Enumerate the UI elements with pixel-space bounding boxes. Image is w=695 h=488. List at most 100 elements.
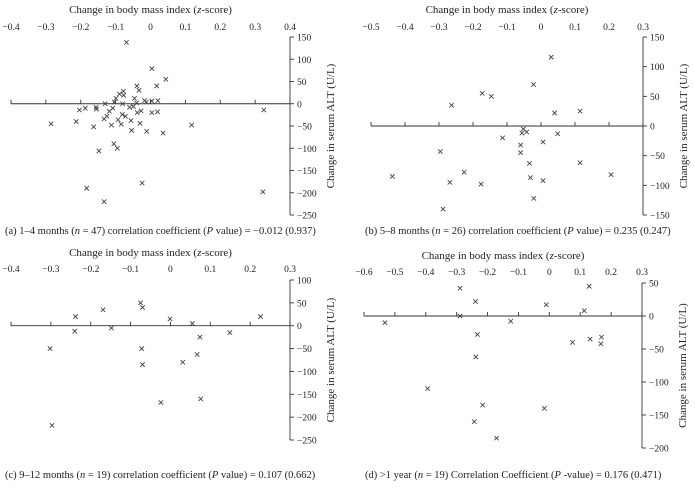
data-point bbox=[129, 127, 135, 133]
y-tick-label: 0 bbox=[649, 313, 654, 323]
data-point bbox=[473, 354, 479, 360]
x-tick-label: −0.4 bbox=[2, 23, 19, 33]
x-tick-label: −0.3 bbox=[37, 23, 54, 33]
y-tick-label: 0 bbox=[650, 123, 655, 133]
data-point bbox=[100, 307, 106, 313]
data-point bbox=[261, 107, 267, 113]
x-tick-label: −0.5 bbox=[362, 23, 379, 33]
panel-caption: (d) >1 year (n = 19) Correlation Coeffic… bbox=[365, 470, 662, 481]
data-point bbox=[149, 110, 155, 116]
y-tick-label: −250 bbox=[297, 437, 317, 447]
data-point bbox=[49, 422, 55, 428]
data-point bbox=[122, 113, 128, 119]
x-tick-label: −0.3 bbox=[430, 23, 447, 33]
data-point bbox=[131, 95, 137, 101]
data-point bbox=[139, 346, 145, 352]
data-point bbox=[227, 330, 233, 336]
data-point bbox=[425, 386, 431, 392]
y-tick-label: 50 bbox=[649, 280, 659, 290]
x-tick-label: 0.3 bbox=[284, 265, 296, 275]
data-point bbox=[382, 320, 388, 326]
y-tick-label: 150 bbox=[297, 34, 312, 44]
x-tick-label: 0 bbox=[539, 23, 544, 33]
data-point bbox=[137, 120, 143, 126]
data-point bbox=[437, 148, 443, 155]
data-point bbox=[155, 98, 161, 104]
y-tick-label: −50 bbox=[297, 345, 312, 355]
data-point bbox=[198, 396, 204, 402]
data-point bbox=[93, 104, 99, 110]
data-point bbox=[479, 90, 485, 96]
data-point bbox=[552, 110, 558, 116]
data-point bbox=[101, 116, 107, 122]
y-tick-label: −100 bbox=[650, 182, 670, 192]
data-point bbox=[115, 117, 121, 123]
x-axis-title: Change in body mass index (z-score) bbox=[69, 4, 232, 16]
y-tick-label: 150 bbox=[650, 34, 665, 44]
data-point bbox=[114, 145, 120, 151]
y-tick-label: −150 bbox=[297, 167, 317, 177]
x-tick-label: 0.4 bbox=[284, 23, 296, 33]
data-point bbox=[127, 104, 133, 110]
data-point bbox=[136, 87, 142, 93]
x-tick-label: −0.3 bbox=[42, 265, 59, 275]
data-point bbox=[527, 175, 533, 181]
data-point bbox=[189, 122, 195, 128]
data-point bbox=[82, 105, 88, 111]
data-point bbox=[96, 148, 102, 154]
x-tick-label: 0.3 bbox=[637, 23, 649, 33]
y-tick-label: 0 bbox=[297, 100, 302, 110]
panel-caption: (b) 5–8 months (n = 26) correlation coef… bbox=[365, 226, 671, 237]
data-point bbox=[474, 331, 480, 337]
data-point bbox=[180, 359, 186, 365]
data-point bbox=[113, 95, 119, 101]
x-axis-title: Change in body mass index (z-score) bbox=[426, 4, 589, 16]
data-point bbox=[106, 108, 112, 114]
data-point bbox=[139, 180, 145, 186]
x-tick-label: −0.1 bbox=[107, 23, 124, 33]
y-tick-label: −50 bbox=[650, 152, 665, 162]
data-point bbox=[457, 285, 463, 291]
panel-caption: (c) 9–12 months (n = 19) correlation coe… bbox=[5, 470, 316, 481]
data-point bbox=[189, 320, 195, 326]
data-point bbox=[108, 122, 114, 128]
data-point bbox=[540, 178, 546, 184]
data-point bbox=[160, 130, 166, 136]
x-tick-label: −0.1 bbox=[498, 23, 515, 33]
data-point bbox=[457, 313, 463, 319]
data-point bbox=[586, 283, 592, 289]
data-point bbox=[449, 102, 455, 108]
data-point bbox=[518, 142, 524, 148]
data-point bbox=[577, 108, 583, 114]
y-tick-label: −200 bbox=[297, 189, 317, 199]
x-tick-label: −0.6 bbox=[355, 268, 372, 278]
x-tick-label: −0.3 bbox=[448, 268, 465, 278]
y-tick-label: −50 bbox=[297, 123, 312, 133]
x-tick-label: −0.5 bbox=[386, 268, 403, 278]
data-point bbox=[91, 124, 97, 130]
x-tick-label: 0 bbox=[168, 265, 173, 275]
x-tick-label: −0.4 bbox=[417, 268, 434, 278]
x-tick-label: 0.3 bbox=[636, 268, 648, 278]
data-point bbox=[108, 325, 114, 331]
y-tick-label: 50 bbox=[297, 299, 307, 309]
data-point bbox=[138, 300, 144, 306]
y-axis-title: Change in serum ALT (U/L) bbox=[325, 297, 337, 422]
y-tick-label: −150 bbox=[649, 412, 669, 422]
data-point bbox=[508, 318, 514, 324]
data-point bbox=[500, 135, 506, 141]
data-point bbox=[93, 106, 99, 112]
data-point bbox=[140, 362, 146, 368]
x-tick-label: 0.1 bbox=[179, 23, 191, 33]
data-point bbox=[149, 98, 155, 104]
data-point bbox=[163, 76, 169, 82]
data-point bbox=[140, 304, 146, 310]
x-tick-label: −0.2 bbox=[464, 23, 481, 33]
data-point bbox=[197, 334, 203, 340]
x-tick-label: 0.1 bbox=[204, 265, 216, 275]
x-tick-label: 0.1 bbox=[569, 23, 581, 33]
data-point bbox=[76, 107, 82, 113]
y-tick-label: −200 bbox=[297, 414, 317, 424]
x-tick-label: 0.1 bbox=[574, 268, 586, 278]
